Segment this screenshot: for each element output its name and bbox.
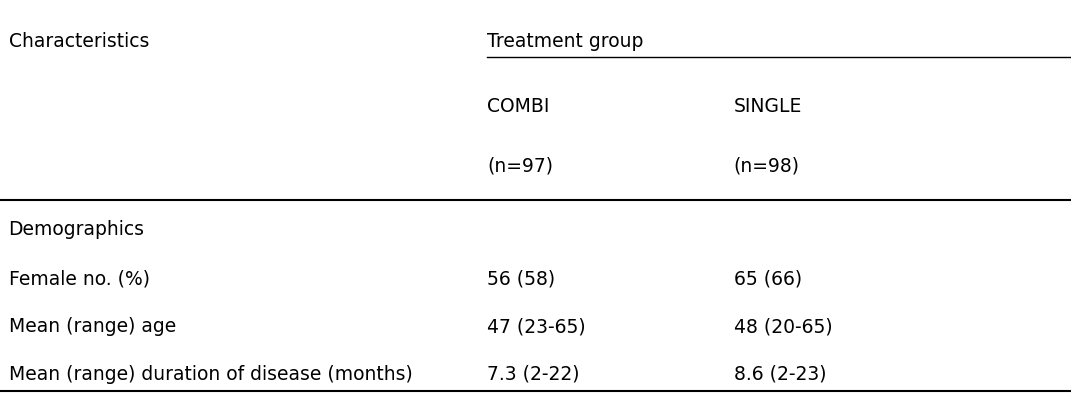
Text: 8.6 (2-23): 8.6 (2-23) (734, 365, 826, 384)
Text: 47 (23-65): 47 (23-65) (487, 317, 586, 336)
Text: Characteristics: Characteristics (9, 32, 149, 51)
Text: Mean (range) duration of disease (months): Mean (range) duration of disease (months… (9, 365, 412, 384)
Text: COMBI: COMBI (487, 97, 549, 116)
Text: 65 (66): 65 (66) (734, 270, 802, 289)
Text: (n=98): (n=98) (734, 157, 800, 176)
Text: 48 (20-65): 48 (20-65) (734, 317, 832, 336)
Text: Female no. (%): Female no. (%) (9, 270, 150, 289)
Text: (n=97): (n=97) (487, 157, 554, 176)
Text: Treatment group: Treatment group (487, 32, 644, 51)
Text: SINGLE: SINGLE (734, 97, 802, 116)
Text: 7.3 (2-22): 7.3 (2-22) (487, 365, 579, 384)
Text: Demographics: Demographics (9, 220, 145, 239)
Text: 56 (58): 56 (58) (487, 270, 556, 289)
Text: Mean (range) age: Mean (range) age (9, 317, 176, 336)
